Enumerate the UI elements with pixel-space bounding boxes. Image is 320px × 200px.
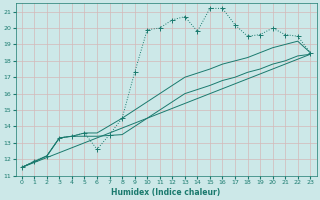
- X-axis label: Humidex (Indice chaleur): Humidex (Indice chaleur): [111, 188, 221, 197]
